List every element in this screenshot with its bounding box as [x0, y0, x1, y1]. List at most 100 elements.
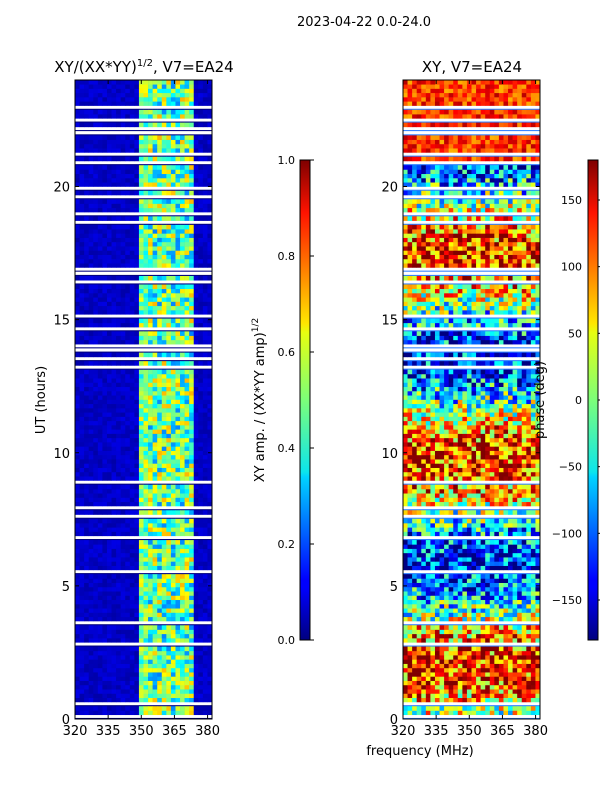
heatmap-cell — [184, 275, 190, 281]
heatmap-cell — [462, 612, 468, 618]
heatmap-cell — [480, 710, 486, 716]
heatmap-cell — [143, 459, 149, 464]
heatmap-cell — [202, 207, 208, 213]
heatmap-cell — [439, 676, 445, 681]
heatmap-cell — [434, 510, 440, 515]
heatmap-cell — [88, 663, 94, 669]
heatmap-cell — [93, 190, 99, 196]
heatmap-cell — [189, 241, 195, 247]
heatmap-cell — [106, 476, 112, 481]
heatmap-cell — [129, 689, 135, 694]
heatmap-cell — [152, 697, 158, 703]
heatmap-cell — [198, 305, 204, 311]
heatmap-cell — [143, 293, 149, 298]
heatmap-cell — [175, 655, 181, 660]
heatmap-cell — [157, 216, 163, 221]
heatmap-cell — [84, 574, 89, 579]
heatmap-cell — [517, 663, 523, 669]
heatmap-cell — [79, 92, 85, 98]
heatmap-cell — [198, 638, 204, 643]
heatmap-cell — [207, 544, 213, 549]
heatmap-cell — [193, 557, 199, 562]
heatmap-cell — [530, 684, 536, 690]
heatmap-cell — [184, 527, 190, 532]
heatmap-cell — [111, 275, 117, 281]
heatmap-cell — [407, 608, 413, 613]
heatmap-cell — [480, 667, 486, 673]
heatmap-cell — [152, 612, 158, 618]
heatmap-cell — [430, 565, 436, 571]
heatmap-cell — [97, 680, 103, 686]
heatmap-cell — [494, 616, 500, 622]
heatmap-cell — [157, 207, 163, 213]
heatmap-cell — [434, 523, 440, 528]
heatmap-cell — [175, 84, 181, 89]
heatmap-cell — [134, 582, 140, 588]
heatmap-cell — [157, 663, 163, 669]
heatmap-cell — [138, 378, 144, 383]
heatmap-cell — [202, 399, 208, 405]
heatmap-cell — [471, 544, 477, 549]
heatmap-cell — [521, 527, 527, 532]
heatmap-cell — [152, 386, 158, 392]
heatmap-cell — [157, 429, 163, 434]
heatmap-cell — [125, 182, 131, 187]
heatmap-cell — [198, 250, 204, 255]
heatmap-cell — [102, 616, 108, 622]
heatmap-cell — [198, 625, 204, 630]
heatmap-cell — [202, 373, 208, 379]
heatmap-cell — [134, 484, 140, 490]
heatmap-cell — [517, 565, 523, 571]
heatmap-cell — [157, 199, 163, 204]
heatmap-cell — [84, 246, 89, 251]
heatmap-cell — [120, 433, 126, 439]
heatmap-cell — [202, 114, 208, 119]
heatmap-cell — [207, 416, 213, 422]
heatmap-cell — [79, 510, 85, 515]
heatmap-cell — [430, 599, 436, 605]
heatmap-cell — [403, 638, 408, 643]
heatmap-cell — [198, 182, 204, 187]
heatmap-cell — [476, 676, 481, 681]
heatmap-cell — [138, 429, 144, 434]
heatmap-cell — [79, 335, 85, 341]
heatmap-cell — [476, 672, 481, 677]
heatmap-cell — [193, 395, 199, 400]
heatmap-cell — [102, 693, 108, 698]
heatmap-cell — [508, 659, 513, 664]
heatmap-cell — [102, 684, 108, 690]
heatmap-cell — [116, 190, 121, 196]
heatmap-cell — [170, 603, 176, 609]
heatmap-cell — [75, 429, 80, 434]
heatmap-cell — [97, 318, 103, 324]
heatmap-cell — [457, 633, 463, 639]
heatmap-cell — [448, 548, 454, 554]
heatmap-cell — [170, 629, 176, 635]
heatmap-cell — [88, 616, 94, 622]
heatmap-cell — [116, 412, 121, 417]
heatmap-cell — [79, 433, 85, 439]
heatmap-cell — [198, 229, 204, 234]
heatmap-cell — [180, 114, 185, 119]
heatmap-cell — [184, 646, 190, 652]
heatmap-cell — [175, 250, 181, 255]
heatmap-cell — [134, 139, 140, 145]
heatmap-cell — [530, 578, 536, 583]
heatmap-cell — [129, 352, 135, 358]
heatmap-cell — [425, 603, 431, 609]
heatmap-cell — [444, 629, 449, 635]
heatmap-cell — [161, 109, 167, 115]
heatmap-cell — [421, 629, 427, 635]
heatmap-cell — [193, 288, 199, 294]
heatmap-cell — [152, 258, 158, 264]
heatmap-flagged-row — [75, 314, 212, 318]
heatmap-cell — [471, 523, 477, 528]
heatmap-cell — [125, 663, 131, 669]
heatmap-cell — [143, 544, 149, 549]
heatmap-cell — [202, 633, 208, 639]
heatmap-cell — [193, 531, 199, 537]
heatmap-cell — [157, 586, 163, 592]
heatmap-cell — [434, 603, 440, 609]
heatmap-cell — [161, 386, 167, 392]
heatmap-cell — [143, 229, 149, 234]
